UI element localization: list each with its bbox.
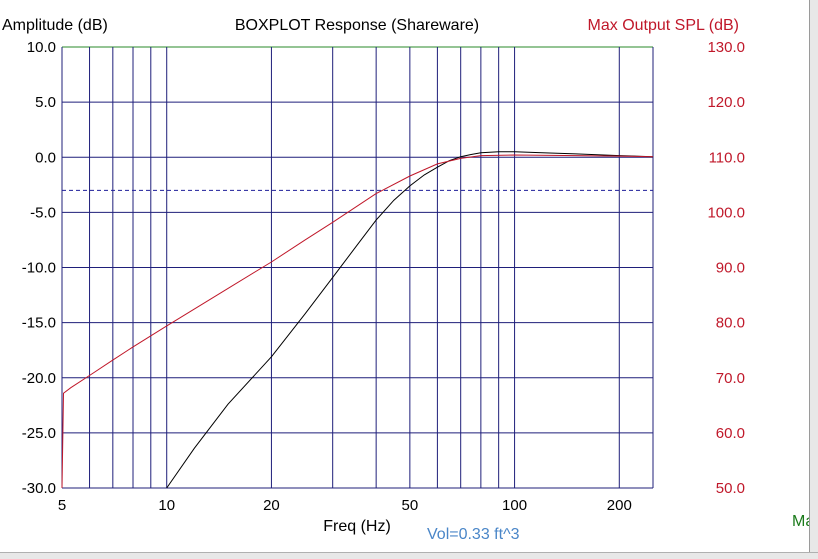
response-curve-line [166,151,654,489]
x-tick-label: 200 [607,497,632,514]
y-tick-label: -30.0 [22,480,56,497]
y2-tick-label: 120.0 [707,94,745,111]
chart-title: BOXPLOT Response (Shareware) [235,17,479,34]
y-tick-label: -20.0 [22,370,56,387]
max-spl-curve-line [61,154,654,489]
y2-tick-label: 60.0 [716,425,745,442]
y2-tick-label: 130.0 [707,39,745,56]
x-tick-label: 100 [502,497,527,514]
y-tick-label: 10.0 [27,39,56,56]
x-tick-label: 5 [58,497,66,514]
y2-axis-title: Max Output SPL (dB) [588,17,739,34]
x-tick-label: 20 [263,497,280,514]
window-right-edge [809,0,818,558]
cropped-edge-label: Ma [792,513,814,530]
y-tick-label: 0.0 [35,149,56,166]
x-tick-label: 10 [158,497,175,514]
y2-tick-label: 80.0 [716,315,745,332]
y2-tick-label: 70.0 [716,370,745,387]
y2-tick-label: 110.0 [709,149,745,166]
y-tick-label: -25.0 [22,425,56,442]
y-tick-label: -10.0 [22,260,56,277]
y2-tick-label: 90.0 [716,260,745,277]
y-tick-label: -5.0 [30,204,56,221]
y-axis-title: Amplitude (dB) [2,17,108,34]
y-tick-label: 5.0 [35,94,56,111]
box-volume-label: Vol=0.33 ft^3 [427,526,520,543]
window-bottom-edge [0,552,818,559]
y-tick-label: -15.0 [22,315,56,332]
y2-tick-label: 100.0 [707,204,745,221]
x-axis-title: Freq (Hz) [323,518,391,535]
y2-tick-label: 50.0 [716,480,745,497]
x-tick-label: 50 [402,497,419,514]
